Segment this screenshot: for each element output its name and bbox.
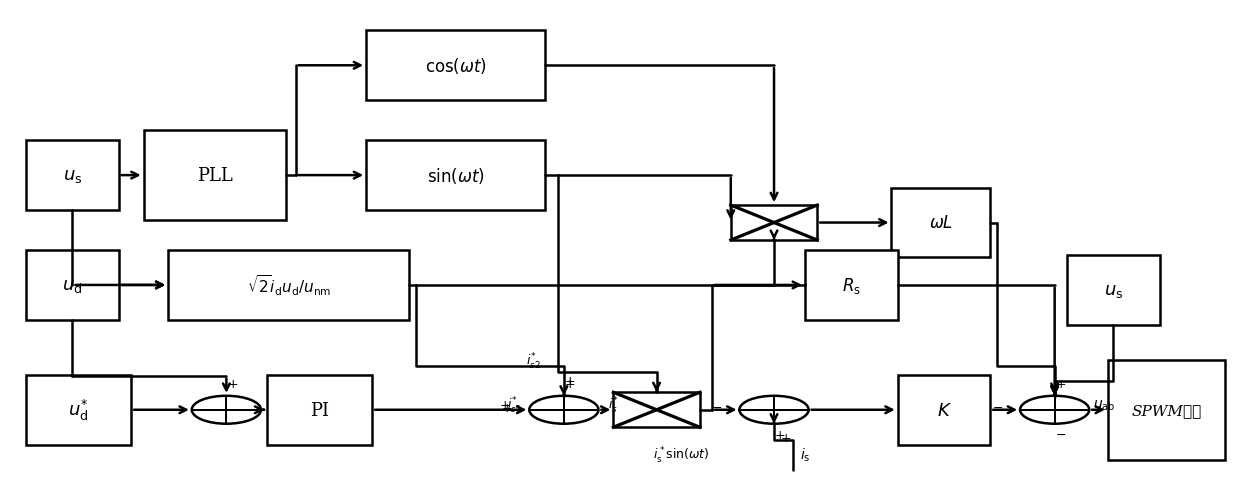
Text: $u_{\rm s}$: $u_{\rm s}$: [1104, 282, 1123, 299]
Text: SPWM调制: SPWM调制: [1131, 403, 1202, 417]
Text: −: −: [712, 401, 722, 414]
FancyBboxPatch shape: [1067, 256, 1160, 325]
Text: +: +: [565, 375, 575, 387]
Text: $i_{s}^{*}$: $i_{s}^{*}$: [608, 395, 618, 415]
FancyBboxPatch shape: [897, 375, 990, 445]
FancyBboxPatch shape: [1108, 360, 1225, 460]
Text: $\sin(\omega t)$: $\sin(\omega t)$: [426, 166, 484, 186]
Text: $i_{s1}^{*}$: $i_{s1}^{*}$: [507, 395, 522, 415]
Text: $u_{\rm s}$: $u_{\rm s}$: [63, 167, 82, 185]
Text: +: +: [499, 398, 509, 411]
FancyBboxPatch shape: [731, 205, 818, 240]
FancyBboxPatch shape: [26, 250, 119, 320]
FancyBboxPatch shape: [144, 131, 286, 220]
FancyBboxPatch shape: [366, 141, 545, 210]
Text: +: +: [227, 377, 238, 390]
Text: PLL: PLL: [197, 167, 233, 185]
Text: $\cos(\omega t)$: $\cos(\omega t)$: [425, 56, 487, 76]
FancyBboxPatch shape: [892, 188, 990, 258]
FancyBboxPatch shape: [268, 375, 372, 445]
Text: $\sqrt{2}i_{\rm d}u_{\rm d}/u_{\rm nm}$: $\sqrt{2}i_{\rm d}u_{\rm d}/u_{\rm nm}$: [247, 273, 331, 298]
Text: $K$: $K$: [937, 401, 952, 419]
Text: −: −: [992, 401, 1004, 414]
Text: PI: PI: [310, 401, 330, 419]
Text: +: +: [502, 401, 512, 414]
Text: $R_{\rm s}$: $R_{\rm s}$: [841, 276, 861, 296]
FancyBboxPatch shape: [26, 375, 131, 445]
FancyBboxPatch shape: [26, 141, 119, 210]
Text: +: +: [1056, 377, 1066, 390]
Text: $i_{\rm s}$: $i_{\rm s}$: [799, 446, 810, 463]
Text: +: +: [781, 431, 792, 444]
FancyBboxPatch shape: [169, 250, 409, 320]
Text: −: −: [165, 403, 175, 416]
Text: $u_{\rm d}^{*}$: $u_{\rm d}^{*}$: [68, 397, 89, 422]
FancyBboxPatch shape: [613, 392, 700, 427]
Text: $u_{\rm d}$: $u_{\rm d}$: [62, 277, 83, 295]
Text: $i_{s2}^{*}$: $i_{s2}^{*}$: [525, 351, 540, 371]
Text: $i_{\rm s}^*\sin(\omega t)$: $i_{\rm s}^*\sin(\omega t)$: [653, 445, 710, 465]
Text: $u_{\rm ab}$: $u_{\rm ab}$: [1093, 398, 1115, 412]
Text: $\omega L$: $\omega L$: [929, 214, 953, 231]
Text: +: +: [774, 428, 786, 441]
Text: −: −: [1056, 428, 1066, 441]
FancyBboxPatch shape: [366, 31, 545, 101]
Text: +: +: [565, 377, 575, 390]
FancyBboxPatch shape: [805, 250, 897, 320]
